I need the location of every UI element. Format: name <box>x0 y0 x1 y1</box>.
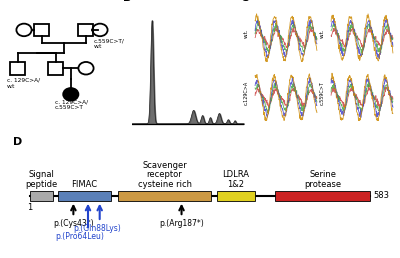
Text: c. 129C>A/
c.559C>T: c. 129C>A/ c.559C>T <box>55 99 88 110</box>
Text: c. 129C>A/
w.t: c. 129C>A/ w.t <box>7 78 40 88</box>
FancyBboxPatch shape <box>275 191 370 201</box>
Text: p.(Arg187*): p.(Arg187*) <box>159 219 204 228</box>
Circle shape <box>63 88 78 101</box>
Text: p.(Cys43*): p.(Cys43*) <box>53 219 94 228</box>
Bar <box>34 24 49 36</box>
Text: p.(Gln88Lys): p.(Gln88Lys) <box>73 224 121 233</box>
Text: c.559C>T: c.559C>T <box>320 81 324 105</box>
Bar <box>48 62 63 75</box>
Bar <box>78 24 93 36</box>
Text: Ser
42    Cys
43    Asp
44: Ser 42 Cys 43 Asp 44 <box>280 116 298 134</box>
Text: C: C <box>241 0 249 3</box>
Text: B: B <box>123 0 132 3</box>
Text: Signal
peptide: Signal peptide <box>25 171 58 189</box>
Text: c.559C>T/
w.t: c.559C>T/ w.t <box>94 38 125 49</box>
Text: p.(Pro64Leu): p.(Pro64Leu) <box>55 232 104 241</box>
FancyBboxPatch shape <box>30 191 53 201</box>
Text: w.t.: w.t. <box>244 29 248 38</box>
Text: FIMAC: FIMAC <box>72 180 98 189</box>
FancyBboxPatch shape <box>58 191 111 201</box>
Bar <box>10 62 25 75</box>
FancyBboxPatch shape <box>118 191 211 201</box>
Text: c.129C>A: c.129C>A <box>244 81 248 105</box>
Text: w.t.: w.t. <box>320 29 324 38</box>
Text: 1: 1 <box>28 203 33 212</box>
FancyBboxPatch shape <box>217 191 255 201</box>
Text: Scavenger
receptor
cysteine rich: Scavenger receptor cysteine rich <box>138 161 192 189</box>
Text: 583: 583 <box>373 191 389 200</box>
Text: Serine
protease: Serine protease <box>304 171 341 189</box>
Text: LDLRA
1&2: LDLRA 1&2 <box>222 171 249 189</box>
Text: Cys
186    Arg
187    Gly
188: Cys 186 Arg 187 Gly 188 <box>355 116 375 134</box>
Text: D: D <box>13 138 22 147</box>
